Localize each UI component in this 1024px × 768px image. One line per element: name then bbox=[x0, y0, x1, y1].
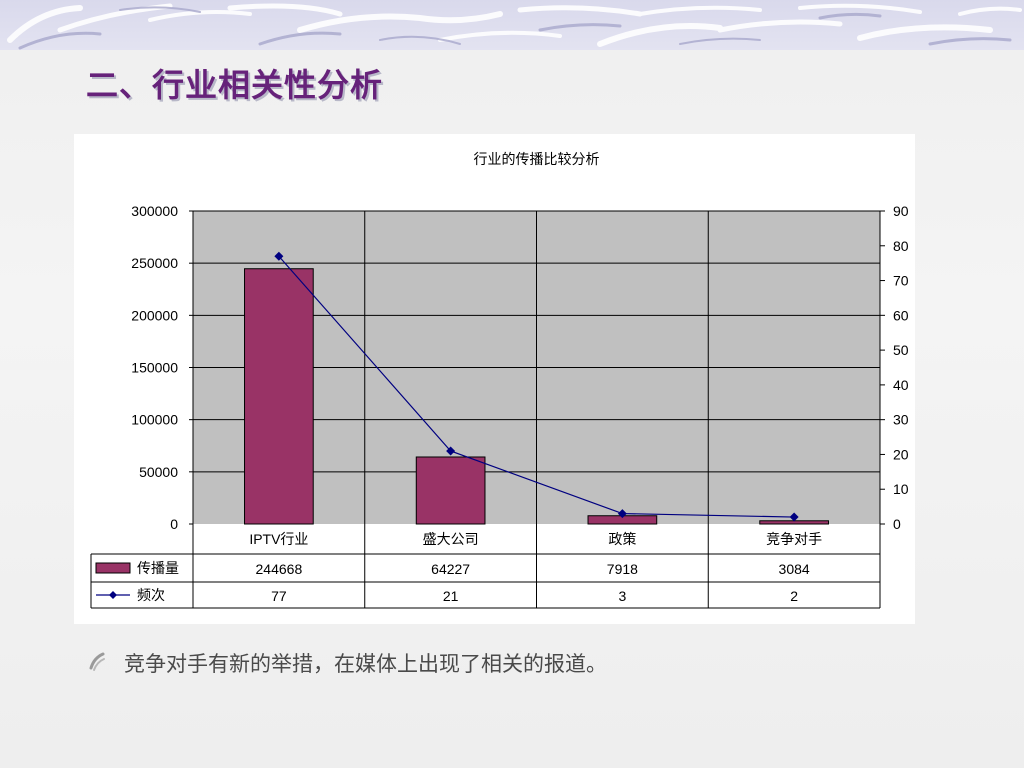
table-value-bar: 64227 bbox=[431, 561, 470, 577]
y-right-tick-label: 50 bbox=[893, 342, 909, 358]
frequency-marker-政策 bbox=[617, 509, 627, 519]
chart-title: 行业的传播比较分析 bbox=[474, 151, 600, 167]
y-right-tick-label: 0 bbox=[893, 516, 901, 532]
y-left-tick-label: 50000 bbox=[139, 464, 178, 480]
y-left-tick-label: 150000 bbox=[131, 360, 178, 376]
y-left-tick-label: 200000 bbox=[131, 307, 178, 323]
y-left-tick-label: 300000 bbox=[131, 203, 178, 219]
y-right-tick-label: 40 bbox=[893, 377, 909, 393]
table-value-line: 21 bbox=[443, 588, 459, 604]
y-left-tick-label: 0 bbox=[170, 516, 178, 532]
combo-chart: 行业的传播比较分析 0 50000 100000 150000 200000 250000 3… bbox=[90, 151, 909, 609]
table-value-bar: 7918 bbox=[607, 561, 638, 577]
brush-stroke-pattern bbox=[7, 3, 1022, 50]
bullet-brush-icon bbox=[89, 652, 105, 671]
frequency-marker-IPTV行业 bbox=[274, 251, 284, 261]
y-right-tick-label: 90 bbox=[893, 203, 909, 219]
x-category-label: 竞争对手 bbox=[766, 531, 822, 547]
y-right-tick-label: 80 bbox=[893, 238, 909, 254]
y-right-tick-label: 70 bbox=[893, 273, 909, 289]
legend-line-marker bbox=[109, 591, 117, 599]
y-left-tick-label: 250000 bbox=[131, 255, 178, 271]
x-category-label: 盛大公司 bbox=[423, 531, 479, 547]
table-value-bar: 244668 bbox=[256, 561, 303, 577]
table-value-bar: 3084 bbox=[779, 561, 810, 577]
y-left-tick-label: 100000 bbox=[131, 412, 178, 428]
y-right-tick-label: 20 bbox=[893, 446, 909, 462]
bar-盛大公司 bbox=[415, 456, 486, 525]
legend-bar-label: 传播量 bbox=[137, 560, 179, 576]
frequency-marker-竞争对手 bbox=[789, 512, 799, 522]
table-value-line: 2 bbox=[790, 588, 798, 604]
table-value-line: 77 bbox=[271, 588, 287, 604]
slide-title: 二、行业相关性分析 bbox=[86, 66, 384, 104]
table-value-line: 3 bbox=[618, 588, 626, 604]
y-right-tick-label: 10 bbox=[893, 481, 909, 497]
y-right-tick-label: 30 bbox=[893, 412, 909, 428]
x-category-label: 政策 bbox=[608, 531, 636, 547]
chart-panel: 行业的传播比较分析 0 50000 100000 150000 200000 250000 3… bbox=[74, 134, 915, 624]
legend-bar-swatch bbox=[95, 562, 131, 574]
x-category-label: IPTV行业 bbox=[249, 531, 308, 547]
bar-IPTV行业 bbox=[244, 268, 314, 525]
frequency-marker-盛大公司 bbox=[446, 446, 456, 456]
frequency-line bbox=[278, 255, 795, 518]
bullet-text: 竞争对手有新的举措，在媒体上出现了相关的报道。 bbox=[124, 652, 607, 676]
legend-line-label: 频次 bbox=[137, 587, 165, 603]
decorative-header-band bbox=[0, 0, 1024, 50]
y-right-tick-label: 60 bbox=[893, 307, 909, 323]
